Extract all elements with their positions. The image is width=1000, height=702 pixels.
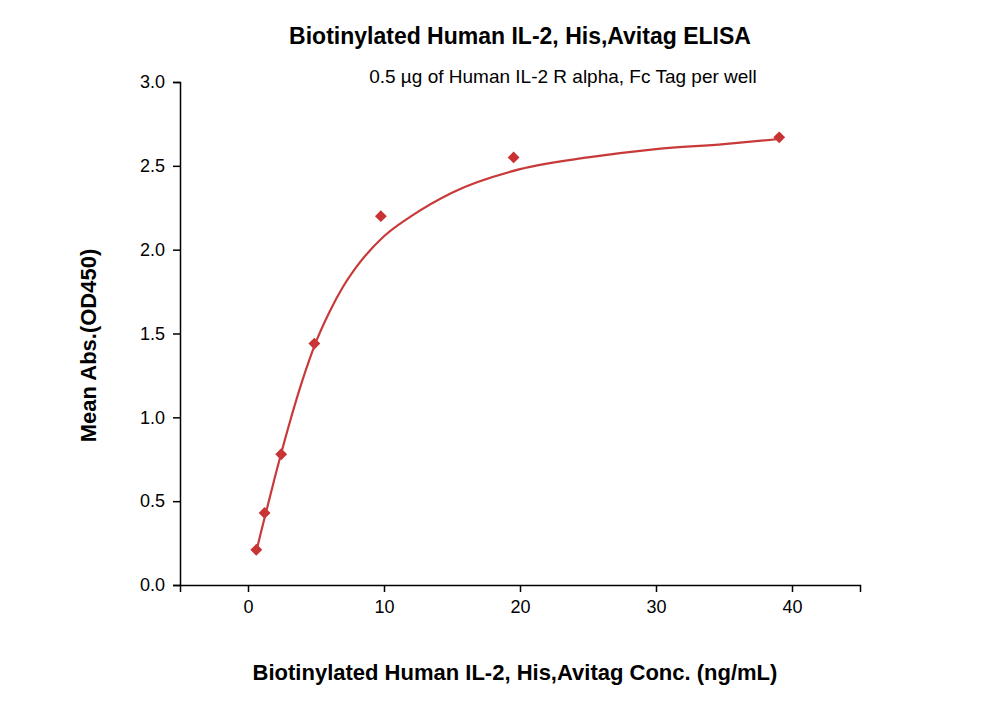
x-axis-title: Biotinylated Human IL-2, His,Avitag Conc… [253,660,778,685]
y-tick-mark [173,166,180,168]
plot-area [250,131,785,555]
y-tick: 1.0 [140,408,180,428]
x-tick-mark [520,585,522,592]
x-tick-mark [656,585,658,592]
y-tick: 0.0 [140,575,180,595]
y-tick-label: 0.0 [140,575,165,595]
y-tick: 2.5 [140,156,180,176]
y-tick-mark [173,249,180,251]
data-point [773,131,785,143]
fit-curve [256,139,779,551]
y-tick-label: 1.5 [140,324,165,344]
x-tick-label: 30 [646,597,666,617]
chart: 0 10 20 30 40 0.0 0.5 1.0 1.5 2.0 2.5 3.0 Biotinylat… [0,0,1000,702]
x-axis-line [181,586,861,593]
x-tick: 30 [646,585,666,617]
x-tick-label: 40 [782,597,802,617]
data-point [508,152,520,164]
x-tick-label: 0 [243,597,253,617]
x-tick-label: 10 [374,597,394,617]
y-tick-label: 3.0 [140,72,165,92]
y-tick-label: 0.5 [140,491,165,511]
y-tick-mark [173,333,180,335]
y-axis-line [173,83,181,586]
y-tick-label: 2.0 [140,240,165,260]
x-tick: 10 [374,585,394,617]
y-tick: 1.5 [140,324,180,344]
y-tick-label: 1.0 [140,408,165,428]
x-tick-mark [248,585,250,592]
x-tick: 40 [782,585,802,617]
data-point [375,210,387,222]
x-tick-mark [384,585,386,592]
y-tick: 3.0 [140,72,180,92]
y-tick-mark [173,417,180,419]
x-tick-label: 20 [510,597,530,617]
x-axis: 0 10 20 30 40 [181,585,861,617]
y-axis-title: Mean Abs.(OD450) [76,249,101,443]
y-tick: 2.0 [140,240,180,260]
y-tick: 0.5 [140,491,180,511]
subtitle: 0.5 µg of Human IL-2 R alpha, Fc Tag per… [369,66,757,87]
y-tick-mark [173,82,180,84]
title: Biotinylated Human IL-2, His,Avitag ELIS… [289,23,751,49]
y-axis: 0.0 0.5 1.0 1.5 2.0 2.5 3.0 [140,72,181,595]
x-tick: 20 [510,585,530,617]
y-tick-mark [173,501,180,503]
y-tick-mark [173,585,180,587]
x-tick: 0 [243,585,253,617]
y-tick-label: 2.5 [140,156,165,176]
x-tick-mark [792,585,794,592]
